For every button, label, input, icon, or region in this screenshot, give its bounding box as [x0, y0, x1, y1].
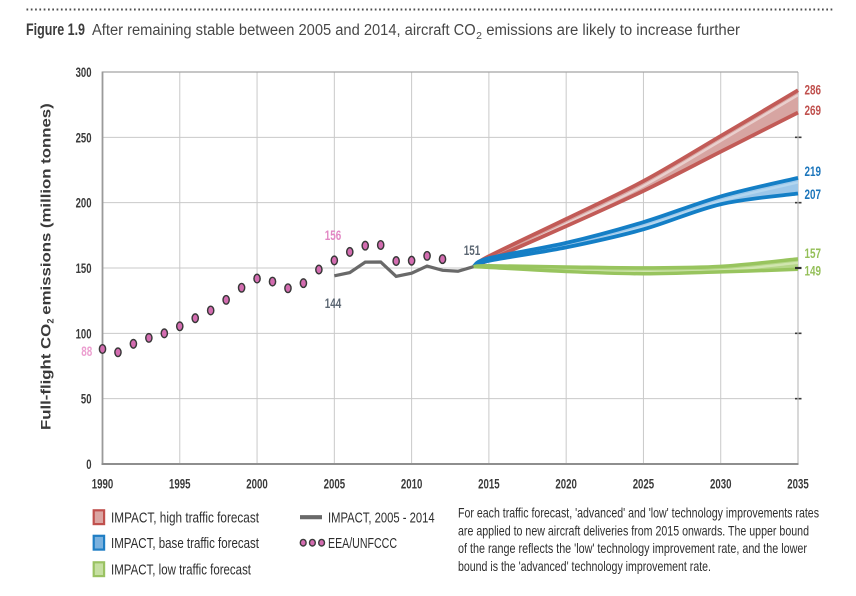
- svg-text:207: 207: [805, 186, 822, 202]
- svg-text:219: 219: [805, 163, 822, 179]
- svg-text:2010: 2010: [401, 476, 423, 492]
- svg-text:156: 156: [325, 227, 342, 243]
- svg-text:144: 144: [325, 295, 342, 311]
- svg-text:are applied to new aircraft de: are applied to new aircraft deliveries f…: [458, 523, 809, 538]
- svg-text:50: 50: [81, 391, 92, 407]
- svg-text:of the range reflects the 'low: of the range reflects the 'low' technolo…: [458, 541, 807, 556]
- svg-text:2035: 2035: [787, 476, 809, 492]
- svg-text:After remaining stable between: After remaining stable between 2005 and …: [92, 22, 476, 39]
- svg-text:EEA/UNFCCC: EEA/UNFCCC: [328, 536, 397, 552]
- svg-text:IMPACT, 2005 - 2014: IMPACT, 2005 - 2014: [328, 510, 435, 526]
- svg-text:2020: 2020: [555, 476, 577, 492]
- svg-text:250: 250: [76, 129, 92, 145]
- svg-text:2000: 2000: [246, 476, 268, 492]
- svg-text:emissions are likely to increa: emissions are likely to increase further: [486, 22, 740, 39]
- svg-text:0: 0: [86, 456, 91, 472]
- svg-text:2030: 2030: [710, 476, 732, 492]
- svg-text:Figure 1.9: Figure 1.9: [26, 21, 85, 39]
- svg-text:88: 88: [81, 343, 92, 359]
- svg-text:2015: 2015: [478, 476, 500, 492]
- svg-text:150: 150: [76, 260, 92, 276]
- svg-text:emissions (million tonnes): emissions (million tonnes): [39, 103, 54, 314]
- svg-text:151: 151: [464, 242, 481, 258]
- svg-text:269: 269: [805, 102, 822, 118]
- svg-text:2: 2: [46, 318, 56, 323]
- svg-text:286: 286: [805, 82, 822, 98]
- svg-text:100: 100: [76, 325, 92, 341]
- svg-text:IMPACT, high traffic forecast: IMPACT, high traffic forecast: [111, 510, 259, 526]
- svg-text:300: 300: [76, 64, 92, 80]
- svg-text:2025: 2025: [633, 476, 655, 492]
- svg-text:149: 149: [805, 263, 822, 279]
- svg-text:1995: 1995: [169, 476, 191, 492]
- svg-text:Full-flight CO: Full-flight CO: [39, 324, 54, 430]
- svg-text:IMPACT, low traffic forecast: IMPACT, low traffic forecast: [111, 562, 251, 578]
- svg-text:2: 2: [476, 30, 482, 42]
- svg-text:2005: 2005: [324, 476, 346, 492]
- svg-text:1990: 1990: [92, 476, 114, 492]
- svg-text:157: 157: [805, 245, 822, 261]
- svg-text:IMPACT, base traffic forecast: IMPACT, base traffic forecast: [111, 536, 259, 552]
- svg-text:200: 200: [76, 195, 92, 211]
- svg-text:For each traffic forecast, 'ad: For each traffic forecast, 'advanced' an…: [458, 506, 819, 521]
- svg-text:bound is the 'advanced' techno: bound is the 'advanced' technology impro…: [458, 559, 711, 574]
